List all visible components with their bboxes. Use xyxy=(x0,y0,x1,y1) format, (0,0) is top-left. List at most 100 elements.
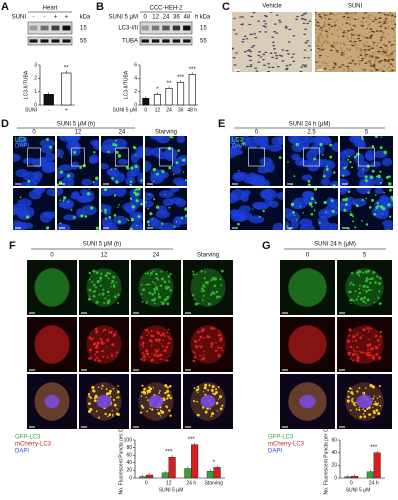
nucleus xyxy=(169,188,180,193)
cell xyxy=(288,268,327,307)
punctum xyxy=(202,356,206,361)
stain xyxy=(375,58,377,60)
bar xyxy=(213,467,221,479)
stain xyxy=(347,62,350,64)
stain xyxy=(339,42,342,45)
punctum xyxy=(130,166,134,170)
stain xyxy=(383,22,385,25)
punctum xyxy=(202,294,205,297)
bar xyxy=(373,452,381,479)
punctum xyxy=(93,397,96,399)
punctum xyxy=(101,387,103,390)
punctum xyxy=(354,339,358,342)
punctum xyxy=(95,410,98,413)
nucleus xyxy=(387,59,391,61)
nucleus xyxy=(379,30,383,32)
punctum xyxy=(379,146,383,149)
punctum xyxy=(378,343,381,346)
stain xyxy=(365,16,368,19)
stain xyxy=(316,44,319,46)
punctum xyxy=(157,290,159,292)
stain xyxy=(383,35,385,38)
punctum xyxy=(94,353,97,356)
punctum xyxy=(352,349,356,352)
nucleus xyxy=(351,59,355,62)
punctum xyxy=(375,175,378,178)
y-tick-label: 2 xyxy=(34,76,37,82)
stain xyxy=(390,20,393,23)
punctum xyxy=(372,416,375,419)
stain xyxy=(346,38,349,41)
punctum xyxy=(351,388,353,390)
punctum xyxy=(117,206,119,209)
punctum xyxy=(377,402,380,404)
nucleus xyxy=(234,33,238,35)
punctum xyxy=(343,208,347,212)
stain xyxy=(387,57,390,60)
punctum xyxy=(349,290,352,293)
punctum xyxy=(161,345,164,348)
nucleus xyxy=(284,25,288,28)
nucleus xyxy=(333,24,337,27)
punctum xyxy=(287,161,289,163)
punctum xyxy=(350,399,353,401)
stain xyxy=(365,20,368,23)
nucleus xyxy=(269,12,273,13)
y-tick-label: 60 xyxy=(331,437,337,443)
punctum xyxy=(99,276,103,280)
stain xyxy=(344,65,347,68)
panel-label: C xyxy=(222,1,230,13)
stain xyxy=(368,23,371,25)
punctum xyxy=(107,299,111,303)
stain xyxy=(346,57,349,60)
nucleus xyxy=(200,394,216,409)
punctum xyxy=(197,391,199,394)
punctum xyxy=(114,167,117,170)
punctum xyxy=(93,290,97,293)
stain xyxy=(394,43,396,46)
nucleus xyxy=(361,57,365,60)
stain xyxy=(315,44,318,47)
punctum xyxy=(364,329,366,332)
punctum xyxy=(152,270,155,273)
punctum xyxy=(109,389,112,393)
nucleus xyxy=(304,64,308,66)
stain xyxy=(341,49,343,51)
punctum xyxy=(356,346,359,349)
stain xyxy=(393,39,396,42)
y-tick-label: 6 xyxy=(134,62,137,68)
nucleus xyxy=(317,48,321,50)
punctum xyxy=(331,209,335,213)
stain xyxy=(390,53,393,56)
micrograph xyxy=(79,260,129,315)
punctum xyxy=(115,281,118,284)
punctum xyxy=(111,177,114,180)
punctum xyxy=(352,283,355,286)
nucleus xyxy=(331,46,335,48)
significance: *** xyxy=(188,437,196,443)
stain xyxy=(338,26,340,29)
y-axis-label: No. Fluorescent Puncta per Cell xyxy=(118,424,124,495)
micrograph xyxy=(230,188,283,230)
column-label: 0 xyxy=(32,130,36,136)
stain xyxy=(323,48,326,50)
nucleus xyxy=(357,34,361,36)
punctum xyxy=(290,202,295,207)
stain xyxy=(333,21,336,23)
punctum xyxy=(198,345,201,347)
punctum xyxy=(374,281,377,284)
x-tick-label: 0 xyxy=(144,107,147,113)
stain xyxy=(368,59,371,62)
nucleus xyxy=(349,136,364,144)
punctum xyxy=(117,293,120,297)
punctum xyxy=(148,386,151,389)
stain xyxy=(318,56,321,59)
stain xyxy=(390,55,393,58)
nucleus xyxy=(263,20,267,22)
image-content xyxy=(145,188,187,230)
bar xyxy=(177,82,185,106)
nucleus xyxy=(338,66,342,68)
column-label: 0 xyxy=(255,130,259,136)
stain xyxy=(336,29,339,32)
punctum xyxy=(66,174,71,178)
